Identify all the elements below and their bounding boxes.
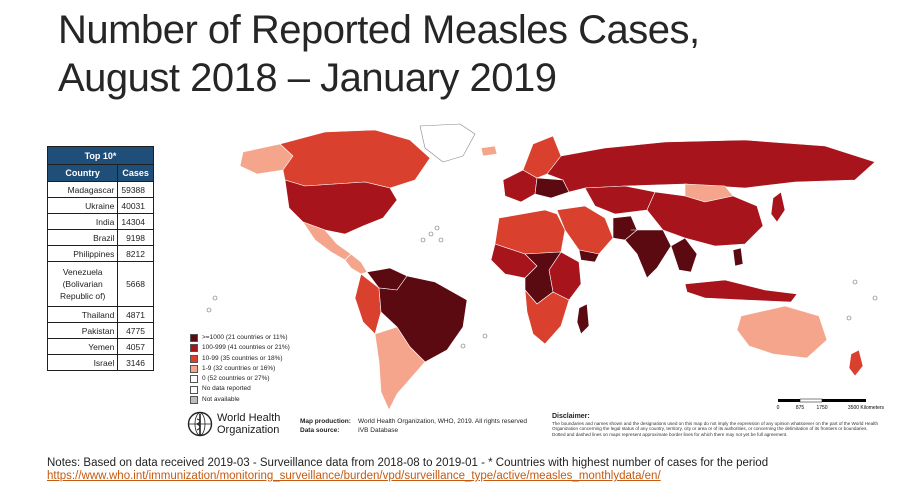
who-name-line-1: World Health (217, 412, 281, 424)
disclaimer-heading: Disclaimer: (552, 413, 590, 420)
notes-text: Notes: Based on data received 2019-03 - … (47, 457, 769, 469)
disclaimer: Disclaimer: The boundaries and names sho… (552, 413, 882, 437)
production-value: World Health Organization, WHO, 2019. Al… (358, 418, 527, 425)
map-region-central-asia (584, 185, 656, 215)
legend-item: 100-999 (41 countries or 21%) (190, 343, 290, 353)
who-name-line-2: Organization (217, 424, 280, 436)
legend-swatch (190, 354, 198, 363)
who-logo: World Health Organization (187, 411, 280, 437)
disclaimer-text: The boundaries and names shown and the d… (552, 420, 879, 437)
table-row: Pakistan 4775 (46, 322, 154, 339)
source-link[interactable]: https://www.who.int/immunization/monitor… (47, 470, 661, 482)
map-scale-bar: 0 875 1750 3500 Kilometers (777, 398, 885, 411)
scale-tick-3: 3500 Kilometers (848, 405, 885, 411)
title-line-1: Number of Reported Measles Cases, (58, 8, 700, 52)
map-region-iceland (480, 145, 498, 157)
column-header-country: Country (46, 164, 119, 182)
map-region-southern-africa (524, 289, 570, 345)
map-region-greenland (419, 123, 476, 163)
map-region-brazil (378, 275, 468, 363)
legend-item: 10-99 (35 countries or 18%) (190, 354, 290, 364)
legend-swatch (190, 334, 198, 343)
legend-item: Not available (190, 395, 290, 405)
table-row: Brazil 9198 (46, 229, 154, 246)
map-region-madagascar (576, 303, 590, 335)
legend-item: 1-9 (32 countries or 16%) (190, 364, 290, 374)
table-row: Ukraine 40031 (46, 197, 154, 214)
map-region-russia (546, 139, 876, 193)
table-caption: Top 10* (47, 146, 154, 165)
map-region-usa (284, 179, 398, 235)
table-row: Yemen 4057 (46, 338, 154, 355)
legend-item: 0 (52 countries or 27%) (190, 374, 290, 384)
map-region-southeast-asia (670, 237, 698, 273)
map-production-info: Map production: World Health Organization… (300, 418, 527, 435)
legend-item: No data reported (190, 384, 290, 394)
legend-swatch (190, 344, 198, 353)
legend-swatch (190, 395, 198, 404)
map-region-canada (279, 129, 431, 189)
table-row: Madagascar 59388 (46, 181, 154, 198)
map-region-china (646, 191, 764, 247)
map-region-middle-east (556, 205, 614, 255)
data-source-label: Data source: (300, 426, 340, 434)
map-region-ukraine (534, 177, 570, 199)
table-row: Venezuela (Bolivarian Republic of) 5668 (46, 261, 154, 307)
column-header-cases: Cases (117, 164, 154, 182)
table-row: Israel 3146 (46, 354, 154, 371)
map-region-japan (770, 191, 786, 223)
production-label: Map production: (300, 418, 351, 425)
map-region-new-zealand (848, 349, 864, 377)
scale-tick-0: 0 (777, 405, 780, 411)
page-title: Number of Reported Measles Cases, August… (58, 6, 700, 102)
map-region-india (624, 229, 672, 279)
table-row: Thailand 4871 (46, 306, 154, 323)
table-row: Philippines 8212 (46, 245, 154, 262)
map-region-philippines (732, 247, 744, 267)
scale-tick-2: 1750 (816, 405, 827, 411)
world-map (206, 123, 878, 411)
legend-swatch (190, 375, 198, 384)
legend-swatch (190, 385, 198, 394)
scale-tick-1: 875 (796, 405, 805, 411)
data-source-value: IVB Database (358, 426, 399, 434)
map-legend: >=1000 (21 countries or 11%) 100-999 (41… (190, 333, 290, 405)
notes: Notes: Based on data received 2019-03 - … (47, 457, 768, 483)
who-emblem-icon (187, 411, 213, 437)
map-region-yemen (578, 249, 600, 263)
map-region-southern-cone (374, 326, 426, 411)
legend-swatch (190, 365, 198, 374)
legend-item: >=1000 (21 countries or 11%) (190, 333, 290, 343)
table-row: India 14304 (46, 213, 154, 230)
map-region-central-america (344, 253, 368, 275)
map-region-indonesia (684, 279, 798, 303)
title-line-2: August 2018 – January 2019 (58, 56, 557, 100)
top10-table: Top 10* Country Cases Madagascar 59388 Uk… (46, 146, 154, 371)
map-region-australia (736, 305, 828, 359)
